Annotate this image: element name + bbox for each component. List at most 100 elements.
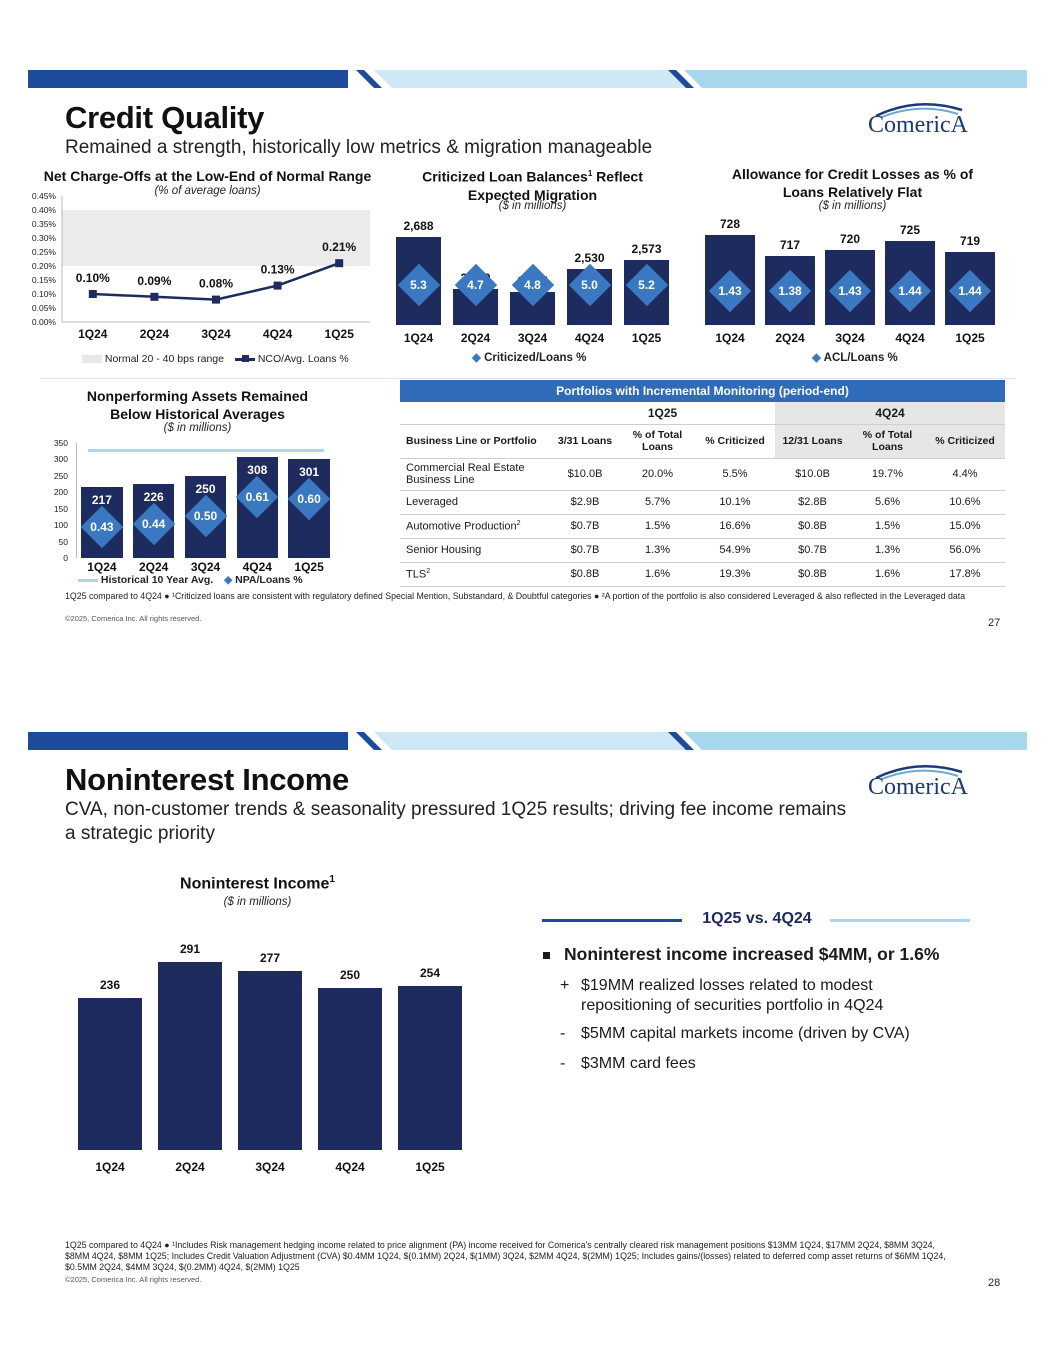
x-tick-label: 2Q24 bbox=[175, 1160, 205, 1174]
npa-legend-ratio-label: NPA/Loans % bbox=[235, 574, 303, 586]
cell: 19.7% bbox=[850, 458, 925, 491]
x-tick-label: 2Q24 bbox=[140, 327, 170, 340]
x-tick-label: 4Q24 bbox=[242, 560, 272, 574]
criticized-title-line2: Expected Migration bbox=[467, 186, 598, 203]
bar bbox=[78, 997, 142, 1150]
cell: 4.4% bbox=[925, 458, 1005, 491]
y-tick-label: 0.40% bbox=[32, 205, 57, 215]
bar-value-label: 226 bbox=[143, 489, 164, 504]
main-bullet-text: Noninterest income increased $4MM, or 1.… bbox=[564, 944, 940, 964]
compare-header: 1Q25 vs. 4Q24 bbox=[542, 910, 972, 930]
npa-legend: Historical 10 Year Avg. ◆ NPA/Loans % bbox=[78, 574, 303, 586]
table-row: Leveraged $2.9B 5.7% 10.1% $2.8B 5.6% 10… bbox=[400, 490, 1005, 515]
monitoring-table: 1Q25 4Q24 Business Line or Portfolio 3/3… bbox=[400, 402, 1005, 587]
cell: 15.0% bbox=[925, 514, 1005, 539]
table-group-row: 1Q25 4Q24 bbox=[400, 402, 1005, 425]
x-tick-label: 3Q24 bbox=[835, 331, 865, 345]
ratio-label: 5.0 bbox=[581, 278, 598, 292]
criticized-chart-subtitle: ($ in millions) bbox=[498, 200, 567, 212]
cell: 17.8% bbox=[925, 562, 1005, 587]
row-name: Senior Housing bbox=[400, 538, 550, 563]
acl-legend-label: ACL/Loans % bbox=[823, 352, 898, 364]
nco-data-label: 0.08% bbox=[199, 277, 233, 291]
nii-chart: 236 1Q24 291 2Q24 277 3Q24 250 4Q24 254 1Q25 bbox=[60, 930, 480, 1180]
bar-value-label: 2,573 bbox=[631, 242, 662, 257]
col-header: % of Total Loans bbox=[620, 424, 695, 459]
ratio-label: 0.44 bbox=[142, 516, 166, 531]
x-tick-label: 1Q24 bbox=[95, 1160, 125, 1174]
x-tick-label: 1Q24 bbox=[87, 560, 117, 574]
y-tick-label: 100 bbox=[53, 520, 68, 531]
slide28-copyright: ©2025, Comerica Inc. All rights reserved… bbox=[65, 1275, 202, 1284]
x-tick-label: 3Q24 bbox=[190, 560, 221, 574]
acl-chart: 728 1.43 1Q24 717 1.38 2Q24 720 1.43 3Q24 725 1.44… bbox=[700, 215, 1000, 350]
table-row: TLS2 $0.8B 1.6% 19.3% $0.8B 1.6% 17.8% bbox=[400, 562, 1005, 587]
ratio-label: 1.44 bbox=[898, 284, 922, 298]
criticized-legend-icon: ◆ bbox=[472, 352, 481, 364]
header-stripe bbox=[28, 732, 1027, 750]
y-tick-label: 0.30% bbox=[32, 233, 57, 243]
page-title: Credit Quality bbox=[65, 100, 265, 135]
acl-chart-subtitle: ($ in millions) bbox=[818, 200, 887, 212]
page-subtitle: CVA, non-customer trends & seasonality p… bbox=[65, 798, 846, 846]
x-tick-label: 1Q25 bbox=[955, 331, 985, 345]
cell: $10.0B bbox=[550, 458, 620, 491]
row-name: Commercial Real Estate Business Line bbox=[400, 458, 550, 491]
cell: 20.0% bbox=[620, 458, 695, 491]
section-divider bbox=[40, 378, 1015, 379]
cell: $0.8B bbox=[550, 562, 620, 587]
criticized-chart: 2,6885.31Q242,4304.72Q242,4174.83Q242,53… bbox=[390, 215, 675, 350]
bar-value-label: 254 bbox=[419, 965, 441, 980]
bar-value-label: 308 bbox=[247, 462, 268, 477]
nco-legend-line-label: NCO/Avg. Loans % bbox=[257, 353, 349, 365]
nco-point bbox=[88, 290, 97, 298]
bar-value-label: 301 bbox=[299, 465, 320, 480]
cell: 56.0% bbox=[925, 538, 1005, 563]
nco-data-label: 0.09% bbox=[137, 274, 171, 288]
main-bullet: Noninterest income increased $4MM, or 1.… bbox=[543, 944, 939, 965]
criticized-chart-title: Criticized Loan Balances1 Reflect Expect… bbox=[395, 165, 670, 204]
cell: $0.7B bbox=[775, 538, 850, 563]
x-tick-label: 4Q24 bbox=[263, 327, 293, 340]
bar-value-label: 250 bbox=[195, 481, 216, 496]
ratio-label: 0.43 bbox=[90, 519, 114, 534]
npa-chart-title: Nonperforming Assets Remained Below Hist… bbox=[60, 387, 335, 423]
criticized-title-b: Reflect bbox=[592, 168, 643, 185]
bar-value-label: 250 bbox=[339, 968, 361, 983]
cell: $0.8B bbox=[775, 562, 850, 587]
bar-value-label: 719 bbox=[959, 233, 981, 248]
cell: 5.7% bbox=[620, 490, 695, 515]
sub-bullet-sign: - bbox=[560, 1025, 566, 1042]
acl-legend: ◆ ACL/Loans % bbox=[812, 350, 898, 364]
ratio-label: 4.8 bbox=[524, 278, 541, 292]
ratio-label: 4.7 bbox=[467, 278, 484, 292]
bar bbox=[158, 962, 222, 1150]
col-header: % Criticized bbox=[925, 424, 1005, 459]
acl-chart-title: Allowance for Credit Losses as % of Loan… bbox=[700, 165, 1005, 201]
y-tick-label: 0 bbox=[63, 553, 68, 563]
col-header: Business Line or Portfolio bbox=[400, 424, 550, 459]
sub-bullet: - $5MM capital markets income (driven by … bbox=[560, 1025, 910, 1043]
subtitle-line1: CVA, non-customer trends & seasonality p… bbox=[65, 799, 847, 820]
x-tick-label: 1Q24 bbox=[78, 327, 108, 340]
historical-avg-line bbox=[88, 448, 324, 452]
footnote-line: 1Q25 compared to 4Q24 ● ¹Includes Risk m… bbox=[65, 1240, 935, 1250]
group-4q24: 4Q24 bbox=[775, 402, 1005, 425]
bar-value-label: 720 bbox=[839, 232, 861, 246]
cell: $0.7B bbox=[550, 538, 620, 563]
sub-bullet-line1: $19MM realized losses related to modest bbox=[581, 977, 873, 994]
table-row: Commercial Real Estate Business Line $10… bbox=[400, 458, 1005, 491]
bar bbox=[238, 971, 302, 1150]
nco-data-label: 0.13% bbox=[261, 263, 295, 277]
x-tick-label: 3Q24 bbox=[201, 327, 231, 340]
ratio-label: 0.61 bbox=[245, 489, 269, 504]
npa-chart: 0 50 100 150 200 250 300 350 217 0.43 1Q24 226 0.44 2… bbox=[20, 435, 355, 575]
row-name-sup: 2 bbox=[516, 519, 521, 527]
y-tick-label: 0.10% bbox=[32, 289, 57, 299]
bar-value-label: 277 bbox=[259, 951, 281, 966]
table-row: Senior Housing $0.7B 1.3% 54.9% $0.7B 1.… bbox=[400, 538, 1005, 563]
npa-legend-hist-icon bbox=[78, 578, 98, 582]
row-name-sup: 2 bbox=[426, 567, 431, 575]
ratio-label: 1.38 bbox=[778, 284, 802, 298]
bar bbox=[398, 985, 462, 1150]
